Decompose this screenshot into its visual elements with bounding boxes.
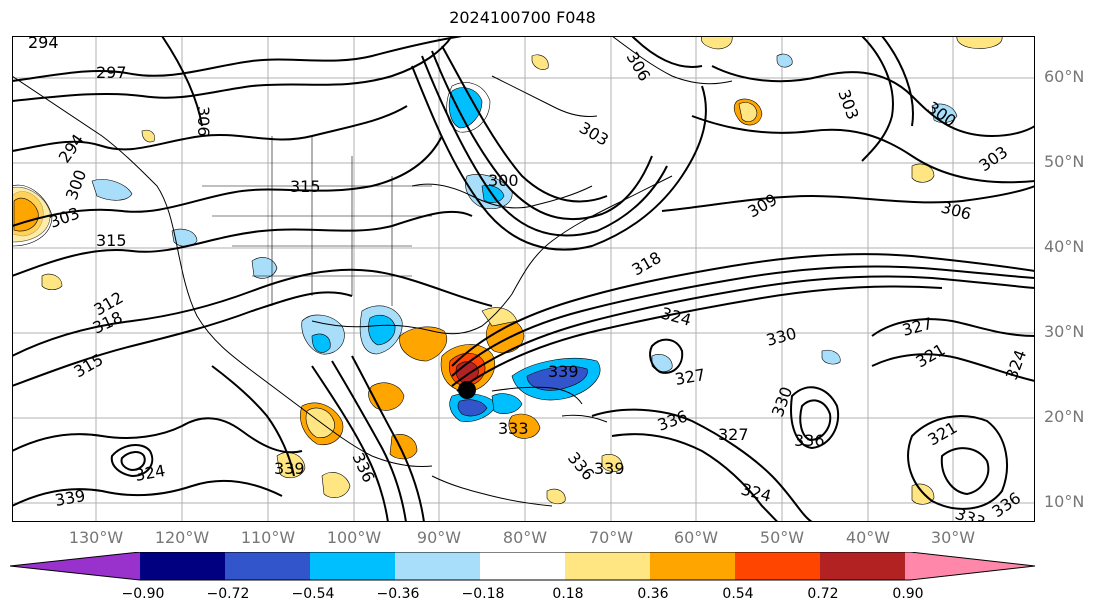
colorbar-tick-label: 0.90 [892,586,924,602]
colorbar-tick-label: −0.90 [121,586,165,602]
contour-lines [12,36,1035,522]
longitude-label: 80°W [502,528,548,547]
contour-label: 327 [718,425,749,444]
colorbar-segment [225,552,310,580]
colorbar-segment [735,552,820,580]
longitude-label: 30°W [930,528,976,547]
colorbar-outline [10,552,1036,581]
longitude-label: 90°W [416,528,462,547]
coastlines [12,36,733,507]
longitude-label: 120°W [154,528,210,547]
political-borders [202,136,432,306]
longitude-label: 50°W [759,528,805,547]
colorbar-segment [480,552,565,580]
colorbar-segment [140,552,225,580]
contour-label: 315 [290,177,321,196]
colorbar-tick-label: −0.72 [206,586,250,602]
colorbar-segment [820,552,905,580]
longitude-label: 130°W [68,528,124,547]
contour-label: 294 [28,36,59,52]
storm-center-marker [458,381,476,399]
colorbar-tick-label: 0.54 [722,586,754,602]
colorbar-tick-label: 0.72 [807,586,839,602]
contour-label: 300 [488,171,519,190]
colorbar-tick-label: −0.36 [376,586,420,602]
map-title: 2024100700 F048 [449,8,596,27]
longitude-label: 70°W [588,528,634,547]
contour-label: 336 [794,431,825,450]
latitude-label: 20°N [1044,407,1085,426]
latitude-label: 60°N [1044,67,1085,86]
colorbar-segment [310,552,395,580]
colorbar-segment [650,552,735,580]
map-background [12,36,1035,522]
longitude-label: 100°W [326,528,382,547]
contour-label: 306 [194,106,213,137]
colorbar-tick-label: −0.18 [461,586,505,602]
colorbar [10,552,1036,581]
contour-label: 339 [594,459,625,478]
colorbar-extend-low [10,552,140,580]
contour-label: 333 [498,419,529,438]
contour-label: 339 [274,459,305,478]
colorbar-tick-label: 0.36 [637,586,669,602]
map-panel: 294 297 306 294 300 303 315 315 312 318 … [12,36,1035,522]
latitude-label: 40°N [1044,237,1085,256]
latitude-label: 10°N [1044,492,1085,511]
colorbar-tick-label: 0.18 [552,586,584,602]
colorbar-extend-high [905,552,1035,580]
colorbar-tick-label: −0.54 [291,586,335,602]
weather-map: 294 297 306 294 300 303 315 315 312 318 … [12,36,1035,522]
contour-label: 339 [548,362,579,381]
longitude-label: 110°W [240,528,296,547]
contour-label: 315 [96,231,127,250]
colorbar-segments [10,552,1035,580]
contour-label: 297 [96,63,127,82]
map-frame [12,36,1035,522]
colorbar-segment [395,552,480,580]
colorbar-segment [565,552,650,580]
longitude-label: 40°W [845,528,891,547]
latitude-label: 30°N [1044,322,1085,341]
longitude-label: 60°W [673,528,719,547]
latitude-label: 50°N [1044,152,1085,171]
